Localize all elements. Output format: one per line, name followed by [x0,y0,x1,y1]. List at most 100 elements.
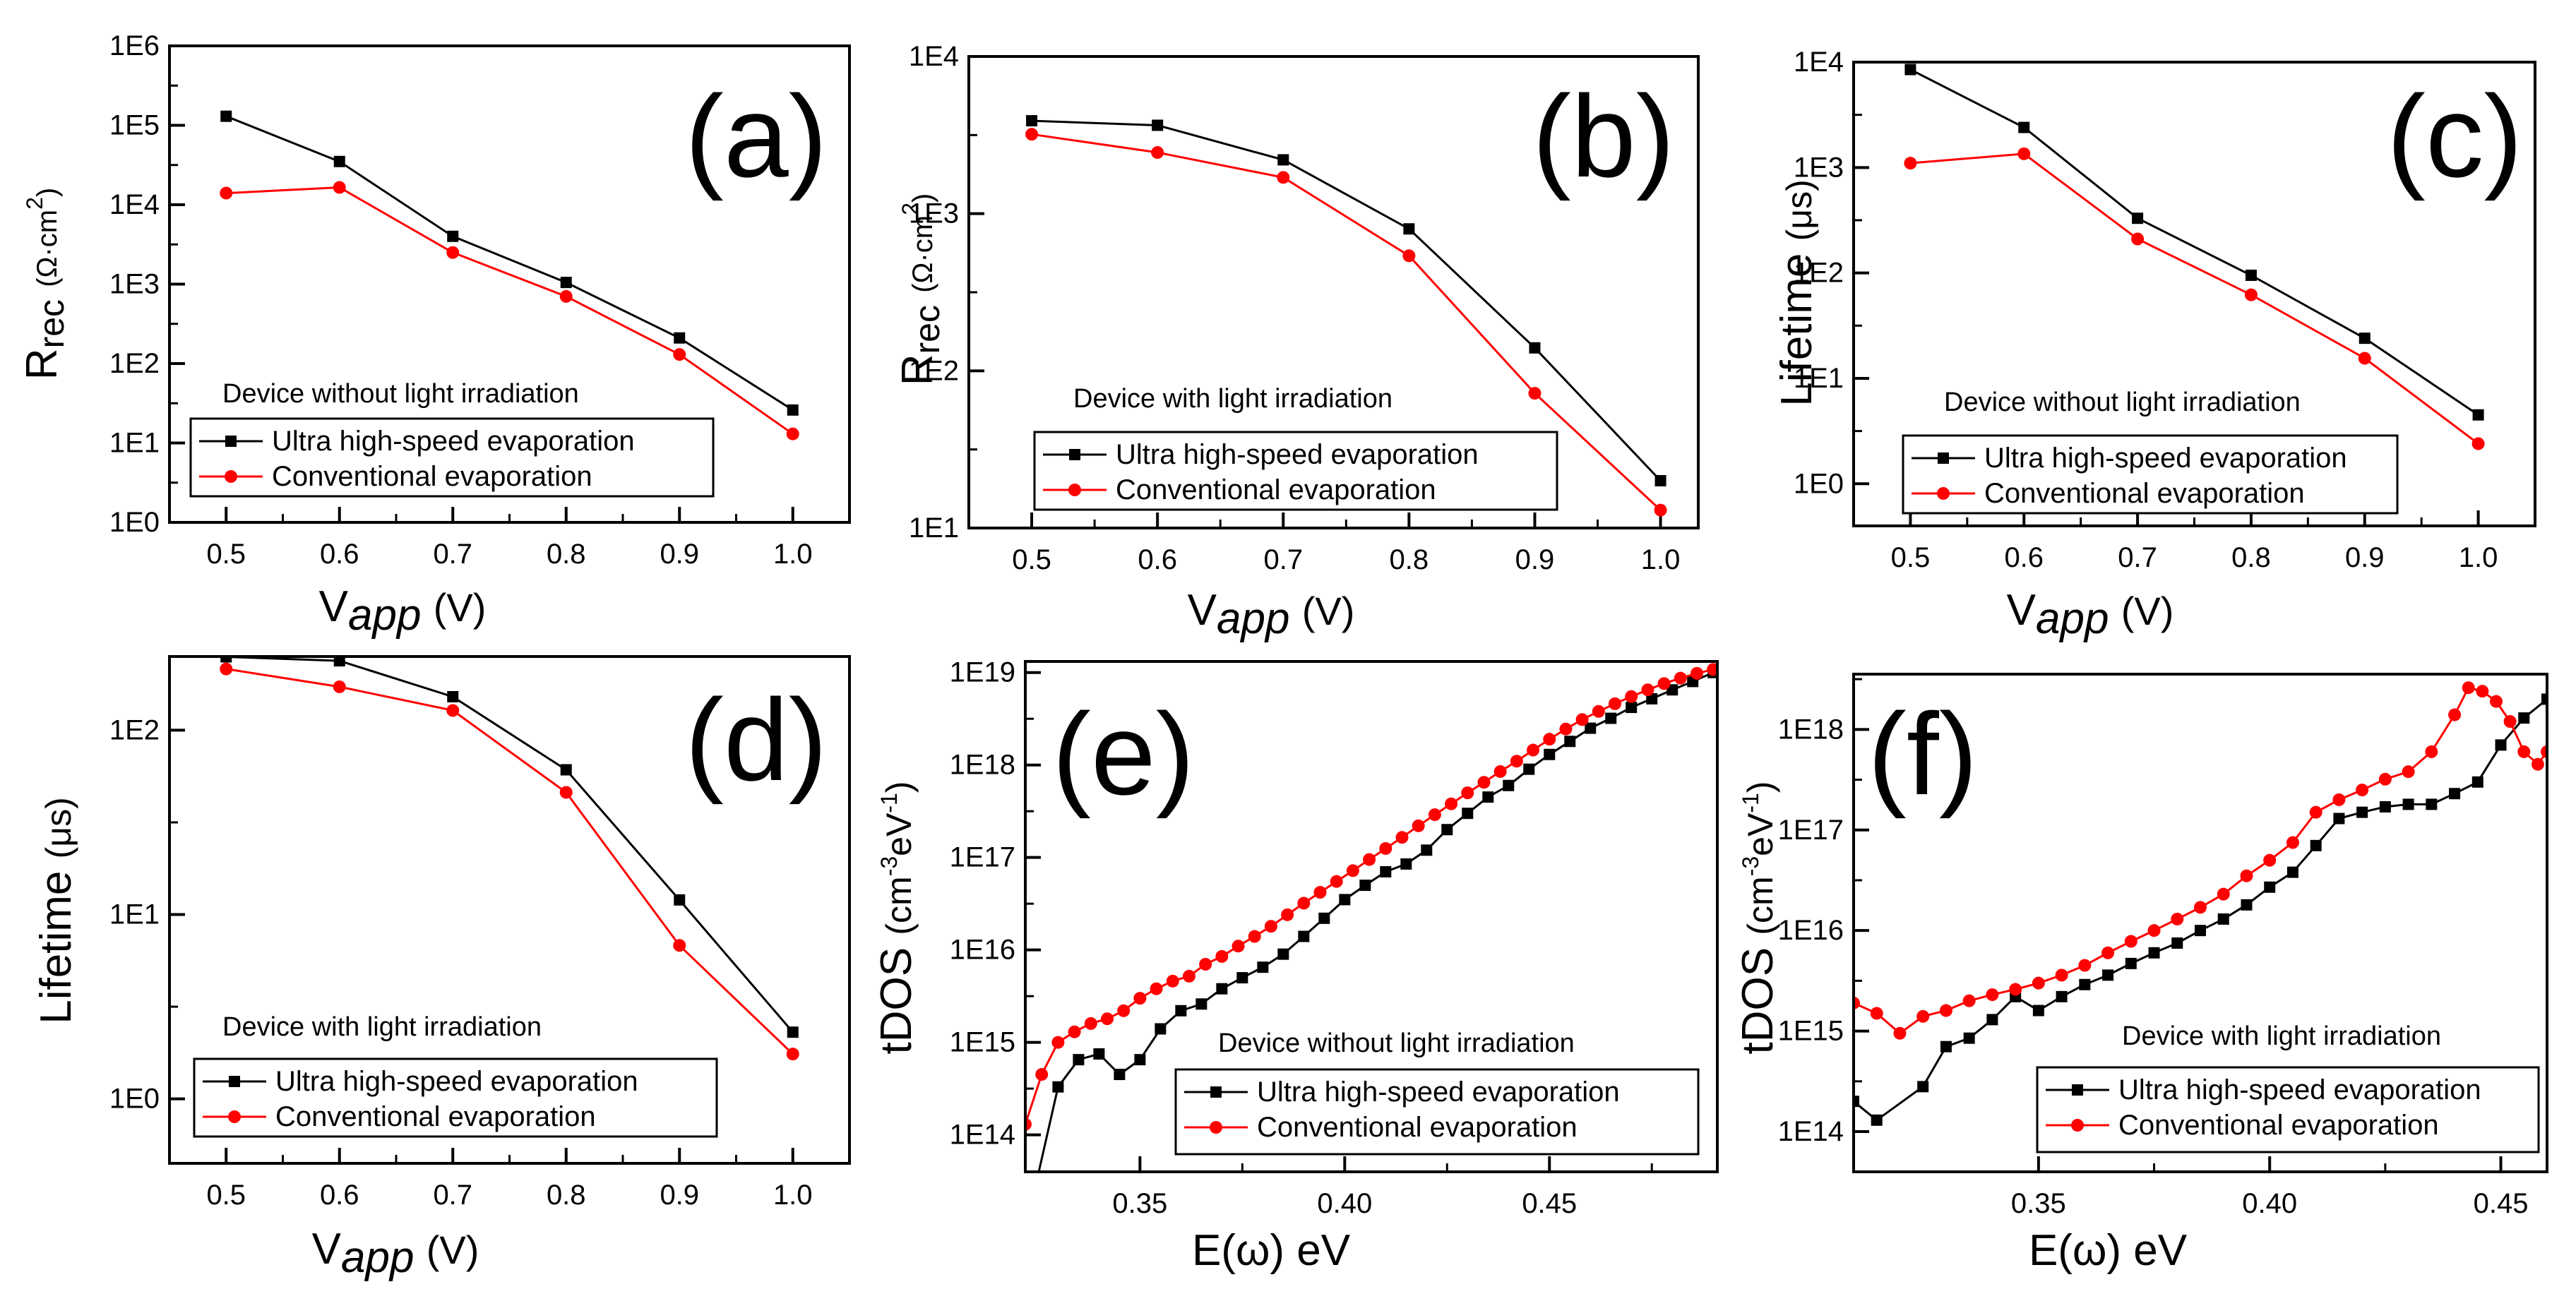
y-tick-label: 1E4 [1794,47,1844,78]
data-point-circle [2032,976,2045,990]
legend-marker-square [1210,1086,1222,1098]
data-point-circle [1133,992,1147,1005]
x-tick-label: 0.40 [2242,1188,2297,1219]
y-axis-label: tDOS (cm-3eV-1) [1734,781,1782,1055]
plot-frame [168,44,851,524]
data-point-circle [446,246,460,259]
data-point-square [1654,474,1666,486]
series-line-ultra [1909,68,2479,416]
data-point-square [1462,808,1474,820]
data-point-circle [2378,772,2392,786]
x-tick-label: 0.7 [433,539,472,570]
y-axis-label: Rrec (Ω·cm2) [893,193,947,385]
data-point-circle [2517,745,2531,758]
x-tick-label: 0.8 [547,539,586,570]
x-tick-label: 0.6 [2004,542,2044,573]
legend-label-ultra: Ultra high-speed evaporation [1257,1077,1620,1108]
data-point-circle [1916,1009,1930,1023]
data-point-circle [1528,387,1542,400]
panel-letter: (c) [2387,71,2522,201]
data-point-circle [1674,671,1687,685]
data-point-circle [1445,797,1458,810]
series-line-ultra [1037,671,1714,1172]
plot-frame [1852,61,2536,527]
legend-box [193,1057,718,1138]
series-ultra [220,657,799,1038]
data-point-circle [2476,685,2489,698]
data-point-square [1298,930,1310,942]
data-point-circle [1707,663,1717,676]
data-point-square [1544,748,1556,760]
x-tick-label: 0.7 [433,1180,472,1211]
y-tick-label: 1E18 [950,750,1015,781]
series-line-ultra [1032,119,1662,482]
chart-panel-c: 1E0 1E1 1E2 1E3 1E4 0.5 0.6 0.7 0.8 0.9 1.0 (c) Devi… [1772,47,2536,643]
data-point-square [1626,702,1638,714]
y-tick-label: 1E14 [950,1120,1015,1151]
data-point-circle [1986,988,1999,1002]
data-point-circle [1025,1117,1032,1131]
data-point-circle [2448,708,2462,721]
x-tick-label: 0.5 [206,539,246,570]
data-point-square [1854,1096,1859,1108]
data-point-square [1529,342,1541,354]
panel-letter: (e) [1052,689,1195,819]
legend-label-conventional: Conventional evaporation [275,1101,596,1132]
data-point-circle [559,786,573,799]
series-line-conventional [226,186,794,435]
data-point-square [2518,712,2530,724]
data-point-square [1175,1005,1187,1017]
data-point-square [1917,1081,1929,1093]
data-point-square [2217,913,2229,925]
data-point-square [1318,912,1330,924]
x-tick-label: 1.0 [773,1180,813,1211]
data-point-circle [1654,503,1667,517]
data-point-circle [2358,352,2371,365]
x-tick-label: 0.8 [547,1180,586,1211]
data-point-circle [1277,171,1290,184]
y-tick-label: 1E17 [950,842,1015,873]
data-point-circle [1527,743,1540,757]
data-point-square [787,1026,799,1038]
data-point-square [2018,121,2030,133]
x-tick-label: 0.5 [1891,542,1931,573]
x-tick-label: 0.6 [320,1180,359,1211]
data-point-circle [220,186,233,200]
y-tick-label: 1E2 [109,348,160,379]
data-point-circle [2263,853,2277,867]
data-point-circle [1428,808,1441,822]
y-tick-label: 1E18 [1778,714,1844,745]
data-point-circle [2017,147,2031,160]
data-point-square [1503,779,1515,791]
data-point-circle [1248,930,1261,943]
data-point-circle [1575,713,1589,726]
panel-letter: (b) [1532,71,1675,201]
data-point-circle [1330,875,1343,888]
data-point-square [1963,1032,1975,1044]
y-tick-label: 1E0 [109,507,160,538]
data-point-circle [1215,949,1229,963]
data-point-circle [1962,994,1976,1007]
data-point-square [1564,736,1576,748]
data-point-square [1152,119,1164,131]
data-point-circle [2332,793,2346,806]
y-tick-label: 1E15 [950,1027,1015,1058]
y-tick-label: 1E1 [109,428,160,459]
data-point-circle [1264,920,1277,933]
data-point-circle [1117,1004,1131,1017]
device-annotation: Device without light irradiation [1218,1029,1575,1058]
data-point-square [2356,806,2368,818]
data-point-circle [1461,786,1474,800]
y-tick-label: 1E6 [109,30,160,61]
legend-marker-square [225,436,237,447]
data-point-square [2359,332,2371,344]
plot-frame [168,655,851,1165]
y-tick-label: 1E1 [909,512,959,544]
legend-marker-circle [1068,484,1081,496]
data-point-circle [2503,715,2517,729]
data-point-square [1195,998,1208,1010]
legend-label-ultra: Ultra high-speed evaporation [1116,439,1479,470]
data-point-circle [2055,969,2068,982]
legend-box [1174,1068,1700,1156]
y-tick-label: 1E16 [1778,915,1844,946]
